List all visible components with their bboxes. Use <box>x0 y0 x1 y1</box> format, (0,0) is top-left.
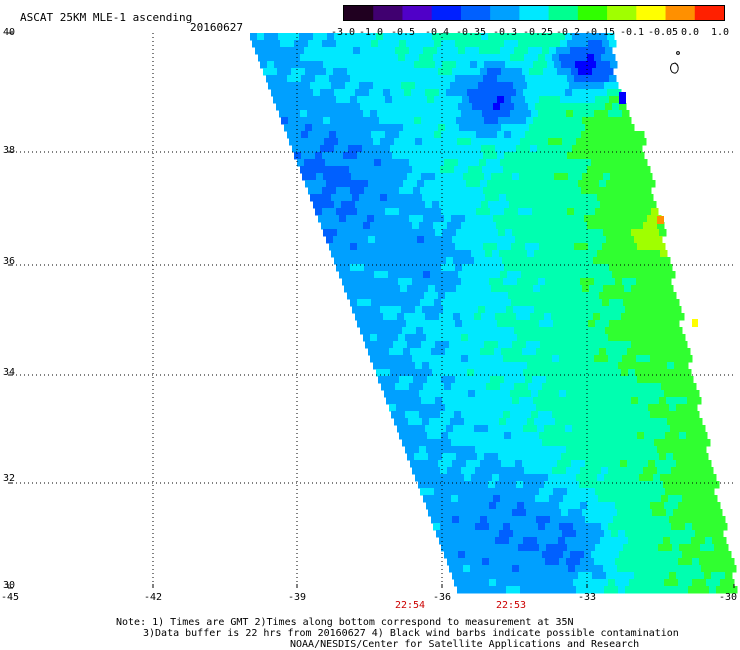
colorbar-tick-label: -1.0 <box>358 27 384 38</box>
lat-label-40: 40 <box>3 27 16 38</box>
colorbar-segment <box>665 6 696 20</box>
colorbar-tick-label: 0.0 <box>680 27 700 38</box>
lon-label-36: -36 <box>432 592 452 603</box>
colorbar-tick-label: -0.35 <box>455 27 487 38</box>
lat-label-32: 32 <box>3 473 16 484</box>
colorbar-segment <box>460 6 491 20</box>
colorbar-tick-label: -0.3 <box>492 27 518 38</box>
lon-label-39: -39 <box>287 592 307 603</box>
colorbar-tick-label: -0.1 <box>619 27 645 38</box>
footnote-line-3: NOAA/NESDIS/Center for Satellite Applica… <box>290 639 640 650</box>
island-dot <box>676 51 680 55</box>
swath-speck <box>692 319 698 327</box>
swath-speck <box>657 216 664 224</box>
time-label-2: 22:53 <box>495 600 527 611</box>
colorbar-segment <box>548 6 579 20</box>
colorbar-segment <box>344 6 374 20</box>
lon-label-45: -45 <box>0 592 20 603</box>
colorbar-segment <box>607 6 637 20</box>
colorbar-tick-label: -0.4 <box>424 27 450 38</box>
lat-label-36: 36 <box>3 256 16 267</box>
colorbar-tick-label: -0.05 <box>647 27 679 38</box>
lon-label-33: -33 <box>577 592 597 603</box>
footnote-line-2: 3)Data buffer is 22 hrs from 20160627 4)… <box>143 628 679 639</box>
island-outline <box>670 62 679 74</box>
colorbar-segment <box>636 6 667 20</box>
time-label-1: 22:54 <box>394 600 426 611</box>
colorbar-segment <box>694 6 725 20</box>
swath-pixels <box>250 33 738 594</box>
swath-speck <box>619 92 626 104</box>
colorbar-tick-label: -0.2 <box>555 27 581 38</box>
colorbar-segment <box>373 6 404 20</box>
lon-label-30: -30 <box>718 592 738 603</box>
footnote-line-1: Note: 1) Times are GMT 2)Times along bot… <box>116 617 574 628</box>
colorbar <box>343 5 725 21</box>
map-title: ASCAT 25KM MLE-1 ascending <box>20 11 193 24</box>
colorbar-tick-label: -3.0 <box>330 27 356 38</box>
colorbar-segment <box>577 6 608 20</box>
colorbar-segment <box>402 6 433 20</box>
colorbar-segment <box>519 6 550 20</box>
colorbar-tick-label: 1.0 <box>710 27 730 38</box>
colorbar-segment <box>431 6 462 20</box>
colorbar-tick-label: -0.5 <box>390 27 416 38</box>
lon-label-42: -42 <box>143 592 163 603</box>
colorbar-tick-label: -0.25 <box>522 27 554 38</box>
map-date: 20160627 <box>190 21 243 34</box>
colorbar-segment <box>490 6 520 20</box>
lat-label-30: 30 <box>3 580 16 591</box>
lat-label-34: 34 <box>3 367 16 378</box>
colorbar-tick-label: -0.15 <box>584 27 616 38</box>
lat-label-38: 38 <box>3 145 16 156</box>
